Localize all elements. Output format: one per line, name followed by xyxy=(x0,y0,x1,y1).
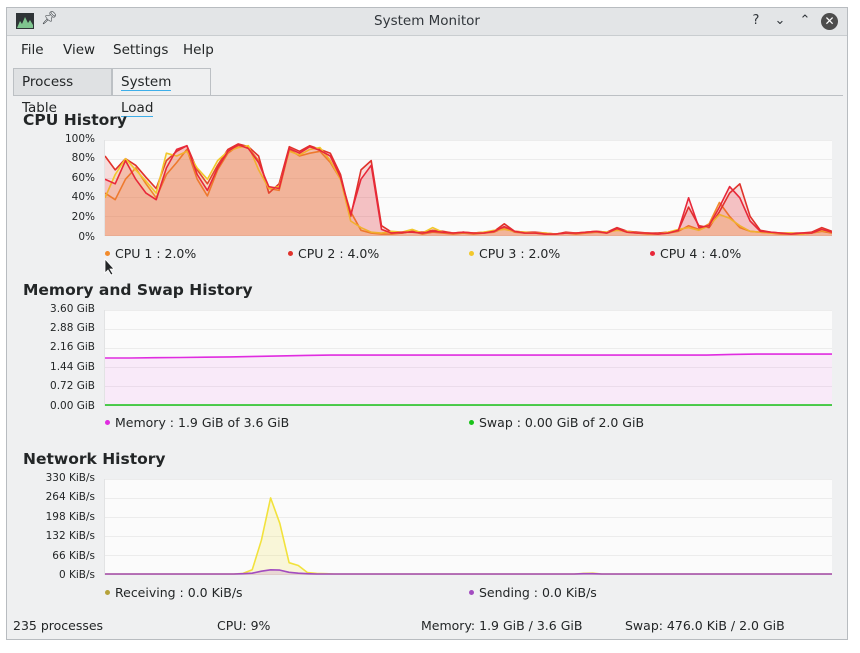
network-history-chart xyxy=(105,479,832,575)
mouse-cursor-icon xyxy=(104,258,115,276)
cpu4-legend: CPU 4 : 4.0% xyxy=(650,246,741,261)
cpu-series-area-cpu-2 xyxy=(105,143,832,236)
status-cpu: CPU: 9% xyxy=(217,618,271,633)
receiving-legend: Receiving : 0.0 KiB/s xyxy=(105,585,243,600)
cpu-series-area-cpu-1 xyxy=(105,145,832,236)
help-button[interactable]: ? xyxy=(752,13,760,28)
cpu-history-plot xyxy=(104,140,832,236)
memory-history-plot xyxy=(104,310,832,406)
cpu1-legend-label: CPU 1 : 2.0% xyxy=(115,246,197,261)
network-y-tick: 330 KiB/s xyxy=(45,472,95,484)
cpu2-legend-dot xyxy=(288,251,293,256)
receiving-legend-label: Receiving : 0.0 KiB/s xyxy=(115,585,243,600)
network-y-tick: 66 KiB/s xyxy=(52,550,95,562)
tab-system-load[interactable]: System Load xyxy=(112,68,211,117)
close-button[interactable]: ✕ xyxy=(821,13,838,30)
window-title: System Monitor xyxy=(374,13,480,29)
cpu-series-line-cpu-1 xyxy=(105,144,832,235)
menu-bar: File View Settings Help xyxy=(7,36,847,64)
cpu-history-title: CPU History xyxy=(23,111,128,129)
memory-y-tick: 0.00 GiB xyxy=(50,400,95,412)
cpu3-legend: CPU 3 : 2.0% xyxy=(469,246,560,261)
swap-legend-dot xyxy=(469,420,474,425)
network-y-tick: 264 KiB/s xyxy=(45,491,95,503)
cpu-y-tick: 0% xyxy=(78,231,95,243)
memory-series-area-memory xyxy=(105,354,832,406)
cpu2-legend: CPU 2 : 4.0% xyxy=(288,246,379,261)
memory-legend-dot xyxy=(105,420,110,425)
memory-history-title: Memory and Swap History xyxy=(23,281,253,299)
system-monitor-window: 📌︎ System Monitor ? ⌄ ⌃ ✕ File View Sett… xyxy=(6,7,848,640)
memory-legend: Memory : 1.9 GiB of 3.6 GiB xyxy=(105,415,289,430)
memory-history-chart xyxy=(105,310,832,406)
status-processes: 235 processes xyxy=(13,618,104,633)
cpu-history-chart xyxy=(105,140,832,236)
receiving-legend-dot xyxy=(105,590,110,595)
swap-legend: Swap : 0.00 GiB of 2.0 GiB xyxy=(469,415,644,430)
system-monitor-app-icon xyxy=(16,13,34,29)
tab-divider xyxy=(13,95,843,96)
memory-series-line-memory xyxy=(105,353,832,359)
status-bar: 235 processes CPU: 9% Memory: 1.9 GiB / … xyxy=(7,614,847,638)
network-y-tick: 132 KiB/s xyxy=(45,530,95,542)
minimize-button[interactable]: ⌄ xyxy=(774,13,786,28)
memory-y-tick: 2.16 GiB xyxy=(50,341,95,353)
swap-legend-label: Swap : 0.00 GiB of 2.0 GiB xyxy=(479,415,645,430)
status-memory: Memory: 1.9 GiB / 3.6 GiB xyxy=(421,618,583,633)
network-y-tick: 0 KiB/s xyxy=(58,569,95,581)
sending-legend-label: Sending : 0.0 KiB/s xyxy=(479,585,597,600)
cpu2-legend-label: CPU 2 : 4.0% xyxy=(298,246,380,261)
cpu-series-area-cpu-3 xyxy=(105,145,832,236)
memory-y-tick: 1.44 GiB xyxy=(50,361,95,373)
network-history-plot xyxy=(104,479,832,575)
memory-legend-label: Memory : 1.9 GiB of 3.6 GiB xyxy=(115,415,290,430)
network-series-area-sending xyxy=(105,569,832,575)
cpu3-legend-label: CPU 3 : 2.0% xyxy=(479,246,561,261)
network-series-line-receiving xyxy=(105,497,832,575)
memory-y-tick: 2.88 GiB xyxy=(50,322,95,334)
memory-y-tick: 3.60 GiB xyxy=(50,303,95,315)
menu-file[interactable]: File xyxy=(21,42,44,58)
tab-process-table[interactable]: Process Table xyxy=(13,68,112,116)
network-y-tick: 198 KiB/s xyxy=(45,511,95,523)
cpu3-legend-dot xyxy=(469,251,474,256)
menu-help[interactable]: Help xyxy=(183,42,214,58)
cpu1-legend-dot xyxy=(105,251,110,256)
menu-view[interactable]: View xyxy=(63,42,96,58)
memory-y-tick: 0.72 GiB xyxy=(50,380,95,392)
cpu-y-tick: 40% xyxy=(71,191,95,203)
sending-legend-dot xyxy=(469,590,474,595)
status-swap: Swap: 476.0 KiB / 2.0 GiB xyxy=(625,618,785,633)
tab-process-table-label: Process Table xyxy=(22,74,74,116)
cpu-y-tick: 20% xyxy=(71,211,95,223)
maximize-button[interactable]: ⌃ xyxy=(799,13,811,28)
pin-icon[interactable]: 📌︎ xyxy=(41,11,58,26)
title-bar[interactable]: 📌︎ System Monitor ? ⌄ ⌃ ✕ xyxy=(7,8,847,36)
cpu-y-tick: 80% xyxy=(71,152,95,164)
cpu4-legend-label: CPU 4 : 4.0% xyxy=(660,246,742,261)
cpu-series-area-cpu-4 xyxy=(105,144,832,236)
cpu-y-tick: 100% xyxy=(64,133,95,145)
cpu1-legend: CPU 1 : 2.0% xyxy=(105,246,196,261)
cpu-series-line-cpu-4 xyxy=(105,144,832,235)
cpu4-legend-dot xyxy=(650,251,655,256)
menu-settings[interactable]: Settings xyxy=(113,42,169,58)
cpu-y-tick: 60% xyxy=(71,172,95,184)
network-history-title: Network History xyxy=(23,450,166,468)
sending-legend: Sending : 0.0 KiB/s xyxy=(469,585,597,600)
network-series-line-sending xyxy=(105,569,832,575)
tab-system-load-label: System Load xyxy=(121,74,172,117)
